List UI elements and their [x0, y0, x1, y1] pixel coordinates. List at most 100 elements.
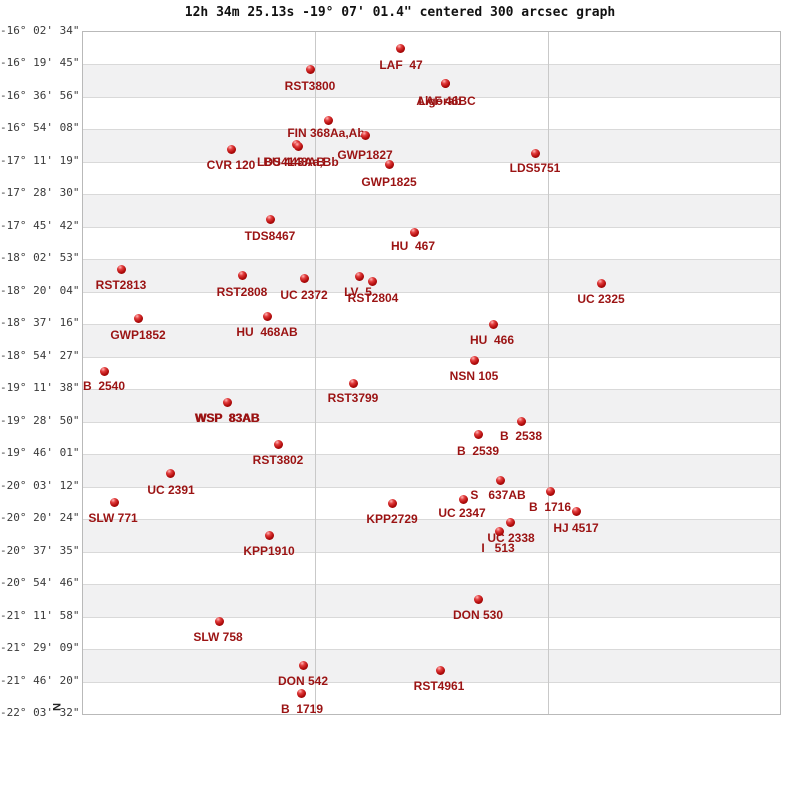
star-label: GWP1827: [337, 148, 393, 162]
star-point: [384, 159, 394, 169]
star-label: RST2804: [347, 291, 399, 305]
star-point: [298, 660, 308, 670]
gridline-horizontal: [83, 162, 780, 163]
star-point: [387, 498, 397, 508]
gridline-horizontal: [83, 422, 780, 423]
y-tick-label: -16° 54' 08": [0, 121, 80, 134]
gridline-horizontal: [83, 227, 780, 228]
star-point: [360, 130, 370, 140]
star-label: RST2808: [216, 285, 268, 299]
y-tick-label: -17° 11' 19": [0, 154, 80, 167]
star-point: [458, 494, 468, 504]
star-point: [473, 429, 483, 439]
star-label: BU 443Aa,Bb: [263, 155, 339, 169]
y-tick-label: -18° 37' 16": [0, 316, 80, 329]
star-label: DON 542: [277, 674, 329, 688]
band-row: [83, 389, 780, 422]
gridline-horizontal: [83, 552, 780, 553]
star-label: HU 466: [469, 333, 515, 347]
star-label: RST2813: [95, 278, 147, 292]
gridline-horizontal: [83, 682, 780, 683]
star-label: B 1719: [280, 702, 324, 716]
plot-area: LAF 47 RST3800 Algorab LAF 46BC FIN 368Aa,Ab…: [82, 31, 781, 716]
band-row: [83, 129, 780, 162]
star-point: [473, 594, 483, 604]
star-point: [299, 273, 309, 283]
star-point: [367, 276, 377, 286]
star-point: [469, 355, 479, 365]
star-label: SLW 758: [193, 630, 243, 644]
star-label: DON 530: [452, 608, 504, 622]
star-point: [435, 665, 445, 675]
gridline-vertical: [548, 32, 549, 714]
star-label: SLW 771: [88, 511, 138, 525]
star-label: KPP1910: [243, 544, 295, 558]
gridline-horizontal: [83, 649, 780, 650]
star-label: HJ 4517: [553, 521, 599, 535]
gridline-horizontal: [83, 259, 780, 260]
y-tick-label: -19° 11' 38": [0, 381, 80, 394]
star-label: RST3800: [284, 79, 336, 93]
gridline-horizontal: [83, 97, 780, 98]
y-tick-label: -22° 03' 32": [0, 706, 80, 719]
star-point: [293, 141, 303, 151]
y-tick-label: -16° 19' 45": [0, 56, 80, 69]
band-row: [83, 324, 780, 357]
y-tick-label: -20° 20' 24": [0, 511, 80, 524]
star-label: HU 467: [390, 239, 436, 253]
star-point: [265, 214, 275, 224]
y-tick-label: -18° 02' 53": [0, 251, 80, 264]
y-tick-label: -21° 11' 58": [0, 609, 80, 622]
gridline-horizontal: [83, 129, 780, 130]
band-row: [83, 454, 780, 487]
star-point: [264, 530, 274, 540]
star-point: [273, 439, 283, 449]
star-label: KPP2729: [366, 512, 418, 526]
gridline-horizontal: [83, 584, 780, 585]
star-label: UC 2372: [280, 288, 328, 302]
band-row: [83, 64, 780, 97]
y-tick-label: -16° 36' 56": [0, 89, 80, 102]
y-tick-label: -19° 46' 01": [0, 446, 80, 459]
star-point: [545, 486, 555, 496]
star-label: RST3799: [327, 391, 379, 405]
star-point: [296, 688, 306, 698]
gridline-horizontal: [83, 389, 780, 390]
star-point: [99, 366, 109, 376]
star-label: RST3802: [252, 453, 304, 467]
star-label: RST4961: [413, 679, 465, 693]
star-point: [488, 319, 498, 329]
star-point: [348, 378, 358, 388]
gridline-horizontal: [83, 617, 780, 618]
star-point: [305, 64, 315, 74]
star-point: [133, 313, 143, 323]
gridline-horizontal: [83, 64, 780, 65]
gridline-horizontal: [83, 519, 780, 520]
y-tick-label: -21° 46' 20": [0, 674, 80, 687]
band-row: [83, 194, 780, 227]
star-label: LDS4148AB: [256, 155, 326, 169]
star-label: S 637AB: [470, 488, 526, 502]
star-point: [571, 506, 581, 516]
star-point: [116, 264, 126, 274]
star-point: [495, 475, 505, 485]
star-label: B 2540: [82, 379, 126, 393]
band-row: [83, 584, 780, 617]
star-point: [226, 144, 236, 154]
star-point: [262, 311, 272, 321]
star-point: [516, 416, 526, 426]
star-label: LDS5751: [509, 161, 561, 175]
star-label: B 1716: [528, 500, 572, 514]
star-point: [505, 517, 515, 527]
star-label: GWP1825: [361, 175, 417, 189]
band-row: [83, 259, 780, 292]
star-label: TDS8467: [244, 229, 296, 243]
star-label: GWP1852: [110, 328, 166, 342]
gridline-horizontal: [83, 292, 780, 293]
y-tick-label: -21° 29' 09": [0, 641, 80, 654]
star-label: UC 2391: [147, 483, 195, 497]
star-point: [596, 278, 606, 288]
star-point: [323, 115, 333, 125]
band-row: [83, 519, 780, 552]
